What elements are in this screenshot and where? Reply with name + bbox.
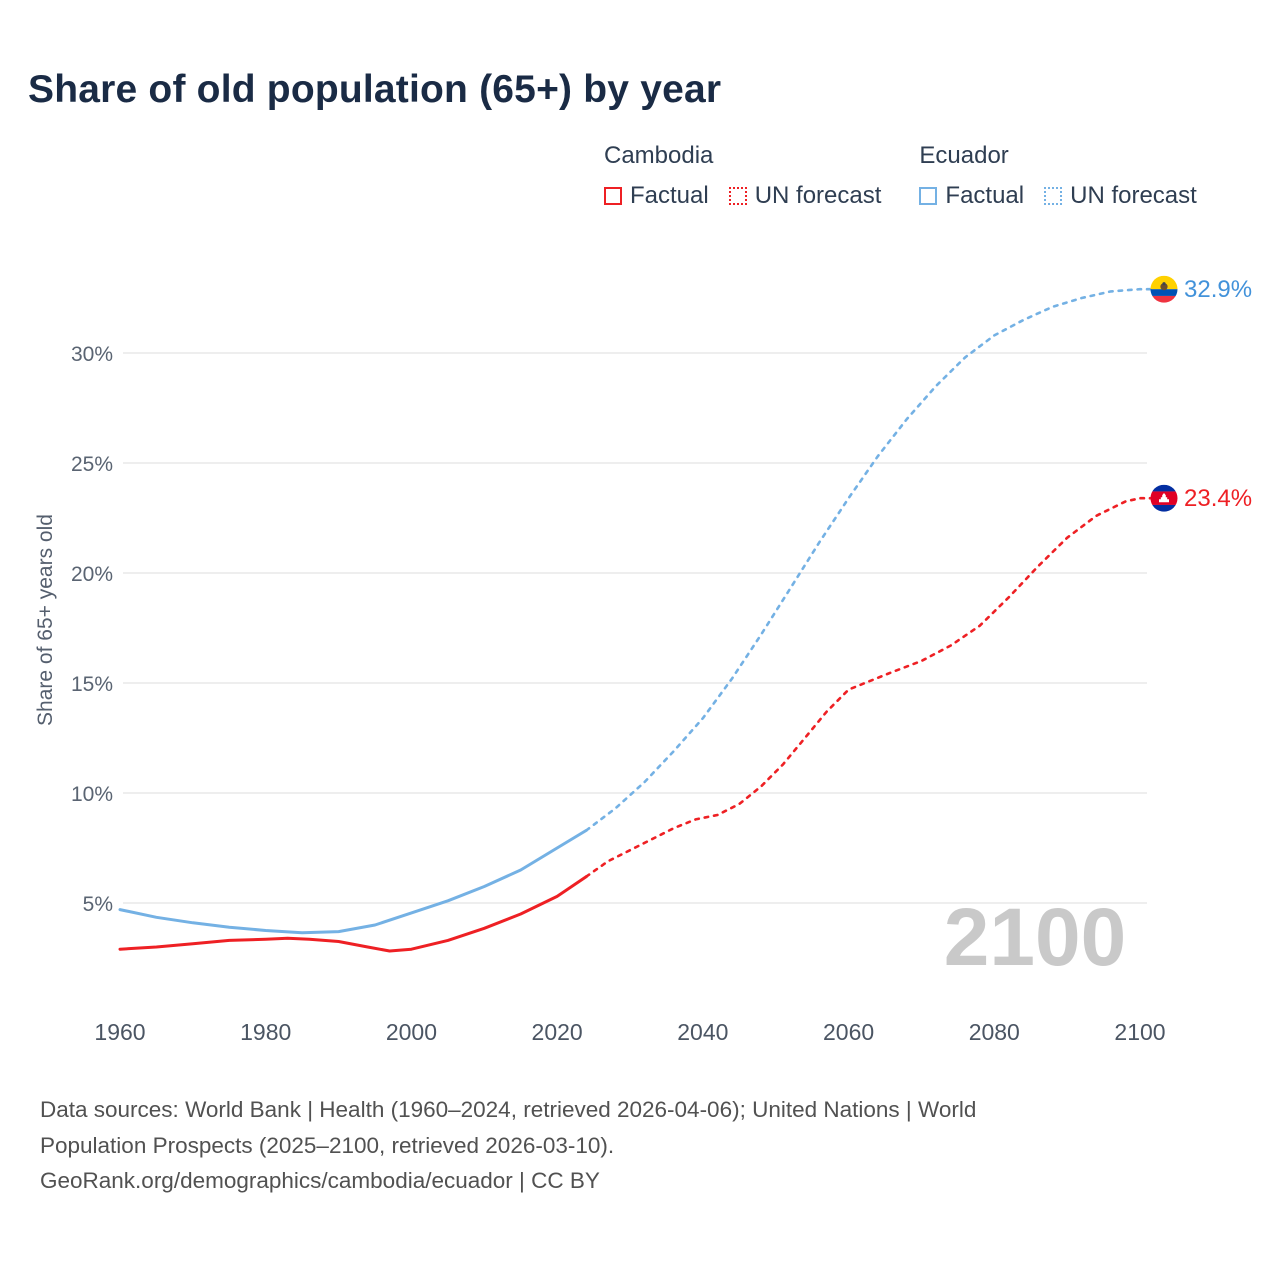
footer-line-3: GeoRank.org/demographics/cambodia/ecuado… xyxy=(40,1168,600,1194)
watermark-year: 2100 xyxy=(944,892,1126,983)
x-tick-1960: 1960 xyxy=(94,1019,145,1045)
cambodia-factual-swatch-icon xyxy=(604,187,622,205)
footer-line-1: Data sources: World Bank | Health (1960–… xyxy=(40,1097,977,1122)
cambodia-factual-label: Factual xyxy=(630,182,709,209)
y-tick-30%: 30% xyxy=(71,343,113,366)
cambodia-forecast-label: UN forecast xyxy=(754,182,882,209)
series-line-ecuador-factual xyxy=(118,828,588,935)
y-tick-15%: 15% xyxy=(71,673,113,696)
x-tick-2040: 2040 xyxy=(677,1019,728,1045)
y-tick-20%: 20% xyxy=(71,563,113,586)
ecuador-flag-icon xyxy=(1150,275,1178,303)
footer: Data sources: World Bank | Health (1960–… xyxy=(40,1092,976,1199)
y-tick-10%: 10% xyxy=(71,783,113,806)
end-value-cambodia: 23.4% xyxy=(1184,485,1252,512)
legend-country-cambodia: Cambodia xyxy=(604,142,714,169)
ecuador-factual-swatch-icon xyxy=(919,187,938,205)
ecuador-factual-label: Factual xyxy=(945,182,1025,209)
series-line-ecuador-forecast xyxy=(585,287,1153,832)
y-tick-5%: 5% xyxy=(83,893,113,916)
legend-group-cambodia: Cambodia Factual UN forecast xyxy=(604,142,881,210)
end-value-ecuador: 32.9% xyxy=(1184,276,1252,303)
series-line-cambodia-factual xyxy=(118,875,588,953)
x-tick-2000: 2000 xyxy=(386,1019,437,1045)
series-line-cambodia-forecast xyxy=(585,496,1153,878)
x-tick-2020: 2020 xyxy=(532,1019,583,1045)
legend-country-ecuador: Ecuador xyxy=(919,142,1009,169)
legend-row-ecuador: Factual UN forecast xyxy=(919,182,1197,210)
x-tick-2100: 2100 xyxy=(1114,1019,1165,1045)
x-tick-2080: 2080 xyxy=(969,1019,1020,1045)
y-tick-25%: 25% xyxy=(71,453,113,476)
footer-line-2: Population Prospects (2025–2100, retriev… xyxy=(40,1132,615,1158)
x-tick-1980: 1980 xyxy=(240,1019,291,1045)
legend-row-cambodia: Factual UN forecast xyxy=(604,182,881,210)
ecuador-forecast-label: UN forecast xyxy=(1070,182,1197,209)
legend-group-ecuador: Ecuador Factual UN forecast xyxy=(919,142,1197,210)
chart-title: Share of old population (65+) by year xyxy=(28,68,722,111)
ecuador-forecast-swatch-icon xyxy=(1044,187,1063,205)
cambodia-forecast-swatch-icon xyxy=(728,187,747,205)
x-tick-2060: 2060 xyxy=(823,1019,874,1045)
legend: Cambodia Factual UN forecast Ecuador Fac… xyxy=(604,142,1197,210)
cambodia-flag-icon xyxy=(1150,484,1178,512)
